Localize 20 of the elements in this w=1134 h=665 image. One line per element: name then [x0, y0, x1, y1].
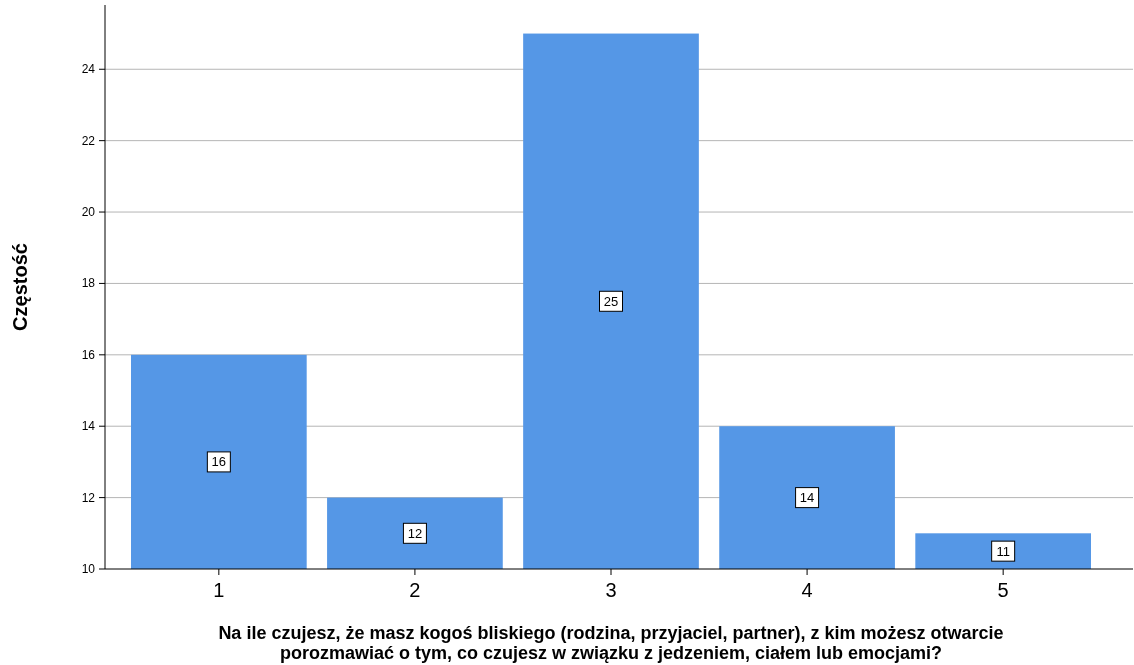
y-tick-label: 14	[81, 419, 96, 434]
y-axis-title: Częstość	[9, 243, 31, 331]
y-tick-label: 24	[81, 62, 96, 77]
x-tick-label: 1	[213, 579, 225, 601]
y-tick-label: 12	[81, 490, 96, 505]
y-tick-label: 18	[81, 276, 96, 291]
x-tick-label: 5	[997, 579, 1009, 601]
data-label: 14	[799, 490, 815, 506]
data-label: 16	[211, 454, 227, 470]
x-axis-title: Na ile czujesz, że masz kogoś bliskiego (rodzina, przyjaciel, partner), z kim możesz otwarcie porozmawiać o tym, co czujesz w związku z jedzeniem, ciałem lub emocjami?	[218, 623, 1004, 663]
x-tick-label: 2	[409, 579, 421, 601]
y-tick-label: 22	[81, 133, 96, 148]
y-tick-label: 20	[81, 205, 96, 220]
data-label: 25	[603, 293, 619, 309]
x-tick-label: 3	[605, 579, 617, 601]
data-label: 11	[996, 543, 1010, 559]
data-label: 12	[407, 525, 423, 541]
y-tick-label: 16	[81, 347, 96, 362]
x-tick-label: 4	[801, 579, 813, 601]
y-tick-label: 10	[81, 562, 96, 576]
